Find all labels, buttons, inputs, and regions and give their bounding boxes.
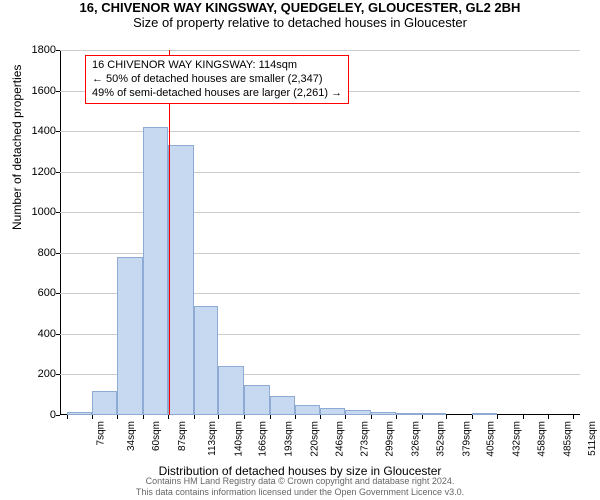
- x-tick-mark: [244, 415, 245, 419]
- x-tick-label: 458sqm: [537, 421, 548, 457]
- y-tick-label: 200: [16, 368, 56, 380]
- x-tick-label: 34sqm: [126, 421, 137, 451]
- x-tick-mark: [92, 415, 93, 419]
- x-tick-mark: [371, 415, 372, 419]
- gridline: [60, 212, 580, 213]
- x-tick-mark: [345, 415, 346, 419]
- y-tick-label: 1800: [16, 44, 56, 56]
- x-tick-label: 273sqm: [360, 421, 371, 457]
- x-tick-mark: [548, 415, 549, 419]
- histogram-bar: [371, 412, 396, 415]
- x-tick-mark: [194, 415, 195, 419]
- histogram-bar: [244, 385, 270, 415]
- annotation-line-2: ← 50% of detached houses are smaller (2,…: [92, 73, 342, 87]
- x-tick-mark: [523, 415, 524, 419]
- gridline: [60, 253, 580, 254]
- x-tick-mark: [497, 415, 498, 419]
- y-axis-line: [60, 50, 61, 415]
- license-line-1: Contains HM Land Registry data © Crown c…: [146, 476, 455, 486]
- y-tick-mark: [56, 374, 60, 375]
- y-tick-label: 1600: [16, 85, 56, 97]
- x-tick-mark: [168, 415, 169, 419]
- y-tick-mark: [56, 91, 60, 92]
- x-tick-label: 352sqm: [435, 421, 446, 457]
- x-tick-label: 166sqm: [258, 421, 269, 457]
- y-tick-mark: [56, 415, 60, 416]
- histogram-bar: [194, 306, 219, 416]
- gridline: [60, 131, 580, 132]
- histogram-bar: [270, 396, 295, 415]
- y-tick-label: 400: [16, 328, 56, 340]
- y-tick-mark: [56, 50, 60, 51]
- x-tick-label: 485sqm: [562, 421, 573, 457]
- x-tick-label: 379sqm: [461, 421, 472, 457]
- x-tick-label: 326sqm: [411, 421, 422, 457]
- histogram-bar: [345, 410, 371, 415]
- y-tick-mark: [56, 253, 60, 254]
- license-text: Contains HM Land Registry data © Crown c…: [0, 476, 600, 497]
- y-tick-mark: [56, 172, 60, 173]
- gridline: [60, 172, 580, 173]
- histogram-bar: [143, 127, 168, 415]
- x-tick-label: 405sqm: [486, 421, 497, 457]
- x-tick-label: 7sqm: [95, 421, 106, 445]
- y-tick-mark: [56, 131, 60, 132]
- histogram-bar: [168, 145, 194, 415]
- histogram-bar: [67, 412, 93, 415]
- x-tick-mark: [270, 415, 271, 419]
- plot-region: 0200400600800100012001400160018007sqm34s…: [60, 50, 580, 415]
- histogram-bar: [218, 366, 244, 415]
- x-tick-label: 246sqm: [334, 421, 345, 457]
- x-tick-mark: [472, 415, 473, 419]
- x-tick-mark: [295, 415, 296, 419]
- x-tick-mark: [117, 415, 118, 419]
- y-tick-mark: [56, 293, 60, 294]
- gridline: [60, 50, 580, 51]
- y-tick-mark: [56, 212, 60, 213]
- y-tick-mark: [56, 334, 60, 335]
- x-tick-mark: [446, 415, 447, 419]
- x-tick-mark: [573, 415, 574, 419]
- histogram-bar: [295, 405, 321, 415]
- y-tick-label: 800: [16, 247, 56, 259]
- x-tick-mark: [143, 415, 144, 419]
- x-tick-label: 113sqm: [207, 421, 218, 456]
- histogram-bar: [396, 413, 422, 415]
- y-tick-label: 1000: [16, 206, 56, 218]
- x-tick-label: 140sqm: [233, 421, 244, 457]
- license-line-2: This data contains information licensed …: [136, 487, 464, 497]
- histogram-bar: [117, 257, 143, 415]
- page-title: 16, CHIVENOR WAY KINGSWAY, QUEDGELEY, GL…: [0, 0, 600, 15]
- x-tick-label: 193sqm: [284, 421, 295, 457]
- histogram-chart: 0200400600800100012001400160018007sqm34s…: [60, 50, 580, 415]
- x-tick-label: 220sqm: [309, 421, 320, 457]
- histogram-bar: [472, 413, 497, 415]
- histogram-bar: [320, 408, 345, 415]
- x-tick-mark: [218, 415, 219, 419]
- annotation-line-3: 49% of semi-detached houses are larger (…: [92, 87, 342, 101]
- x-tick-label: 87sqm: [177, 421, 188, 451]
- y-tick-label: 1200: [16, 166, 56, 178]
- histogram-bar: [422, 413, 447, 415]
- y-tick-label: 1400: [16, 125, 56, 137]
- x-tick-mark: [67, 415, 68, 419]
- histogram-bar: [92, 391, 117, 415]
- page-subtitle: Size of property relative to detached ho…: [0, 15, 600, 30]
- annotation-box: 16 CHIVENOR WAY KINGSWAY: 114sqm ← 50% o…: [85, 55, 349, 104]
- y-tick-label: 0: [16, 409, 56, 421]
- y-tick-label: 600: [16, 287, 56, 299]
- x-tick-mark: [320, 415, 321, 419]
- x-tick-label: 60sqm: [151, 421, 162, 451]
- annotation-line-1: 16 CHIVENOR WAY KINGSWAY: 114sqm: [92, 59, 342, 73]
- x-tick-mark: [396, 415, 397, 419]
- x-tick-label: 432sqm: [512, 421, 523, 457]
- x-tick-label: 511sqm: [586, 421, 597, 456]
- reference-line: [169, 50, 170, 415]
- x-tick-label: 299sqm: [385, 421, 396, 457]
- x-tick-mark: [422, 415, 423, 419]
